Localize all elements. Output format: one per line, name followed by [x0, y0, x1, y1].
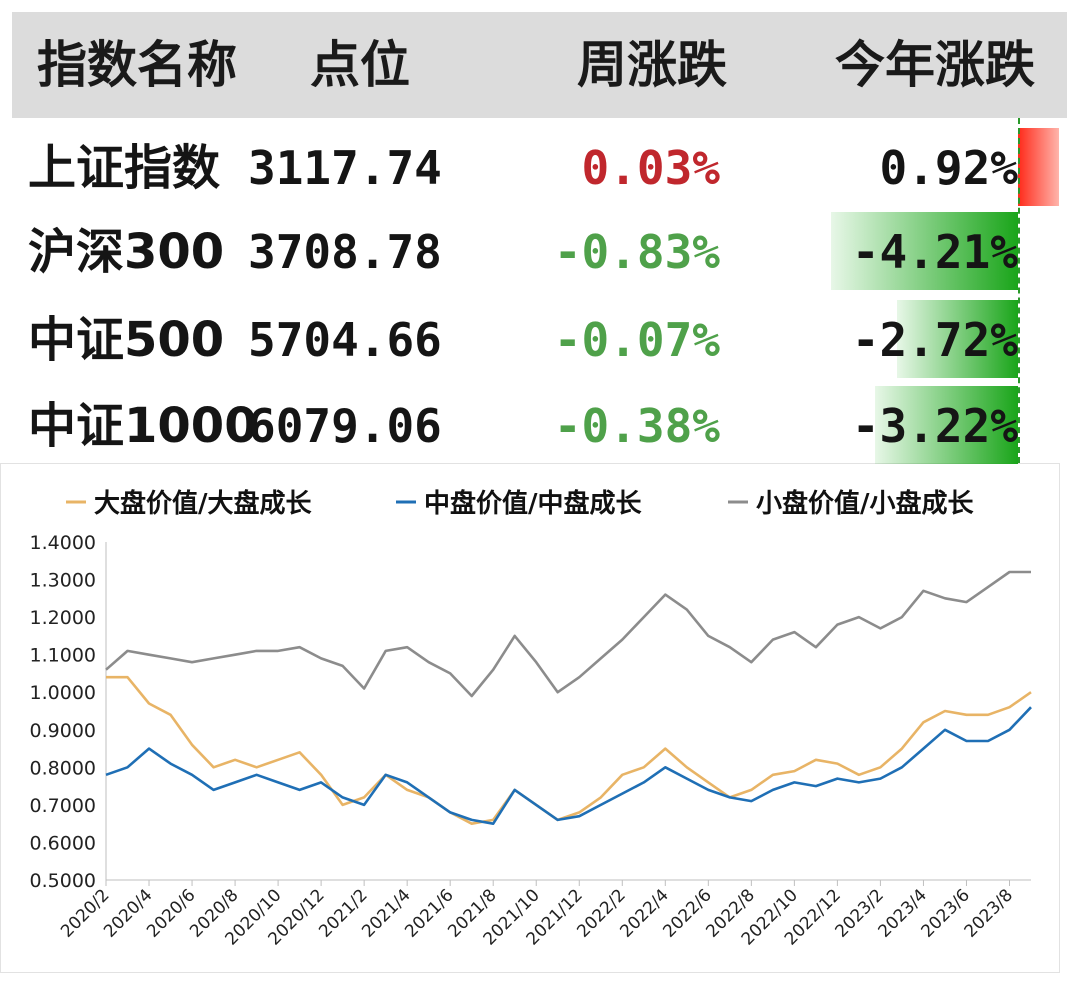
table-row: 中证1000 6079.06 -0.38% -3.22%	[0, 380, 1080, 472]
series-line-2	[105, 706, 1032, 826]
ytd-change: -4.21%	[851, 225, 1018, 279]
index-point: 3117.74	[248, 141, 442, 195]
table-row: 沪深300 3708.78 -0.83% -4.21%	[0, 206, 1080, 298]
y-tick-label: 0.7000	[30, 795, 96, 817]
ytd-change: -2.72%	[851, 313, 1018, 367]
table-row: 中证500 5704.66 -0.07% -2.72%	[0, 294, 1080, 386]
header-index-name: 指数名称	[37, 36, 237, 94]
index-name: 中证500	[28, 312, 225, 368]
index-table: 指数名称 点位 周涨跌 今年涨跌 上证指数 3117.74 0.03% 0.92…	[0, 0, 1080, 465]
ytd-bar	[874, 386, 1018, 464]
y-axis: 1.4000 1.3000 1.2000 1.1000 1.0000 0.9000 0.80…	[30, 532, 107, 892]
series-line-1	[106, 675, 1032, 826]
index-point: 6079.06	[248, 399, 442, 453]
ytd-bar	[831, 212, 1018, 290]
header-week-change: 周涨跌	[577, 36, 727, 94]
index-name: 沪深300	[28, 224, 225, 280]
line-chart: 大盘价值/大盘成长 中盘价值/中盘成长 小盘价值/小盘成长 1.4000 1.3000…	[30, 488, 1032, 949]
y-tick-label: 1.1000	[30, 645, 96, 667]
index-name: 中证1000	[28, 398, 258, 454]
y-tick-label: 0.8000	[30, 757, 96, 779]
table-header: 指数名称 点位 周涨跌 今年涨跌	[12, 12, 1067, 118]
bar-zero-line	[1018, 118, 1020, 463]
index-point: 3708.78	[248, 225, 442, 279]
table-row: 上证指数 3117.74 0.03% 0.92%	[0, 122, 1080, 214]
ytd-bar	[1018, 128, 1059, 206]
series-lines	[105, 570, 1032, 826]
y-tick-label: 1.0000	[30, 682, 96, 704]
x-axis: 2020/22020/42020/62020/82020/102020/1220…	[57, 879, 1031, 949]
index-name: 上证指数	[28, 140, 221, 196]
y-tick-label: 0.9000	[30, 720, 96, 742]
week-change: -0.38%	[553, 399, 720, 453]
week-change: 0.03%	[581, 141, 720, 195]
legend: 大盘价值/大盘成长 中盘价值/中盘成长 小盘价值/小盘成长	[66, 488, 974, 519]
y-tick-label: 1.4000	[30, 532, 96, 554]
header-point: 点位	[310, 36, 410, 94]
y-tick-label: 0.6000	[30, 832, 96, 854]
legend-label: 中盘价值/中盘成长	[424, 488, 642, 519]
week-change: -0.07%	[553, 313, 720, 367]
ytd-change: 0.92%	[879, 141, 1018, 195]
y-tick-label: 1.3000	[30, 570, 96, 592]
legend-label: 大盘价值/大盘成长	[94, 488, 312, 519]
ytd-change: -3.22%	[851, 399, 1018, 453]
y-tick-label: 0.5000	[30, 870, 96, 892]
ytd-bar	[897, 300, 1018, 378]
x-tick-label: 2023/8	[961, 885, 1017, 941]
index-point: 5704.66	[248, 313, 442, 367]
header-ytd-change: 今年涨跌	[835, 36, 1035, 94]
legend-label: 小盘价值/小盘成长	[756, 488, 974, 519]
chart-panel: 大盘价值/大盘成长 中盘价值/中盘成长 小盘价值/小盘成长 1.4000 1.3000…	[0, 463, 1060, 973]
week-change: -0.83%	[553, 225, 720, 279]
series-line-3	[105, 570, 1031, 698]
y-tick-label: 1.2000	[30, 607, 96, 629]
